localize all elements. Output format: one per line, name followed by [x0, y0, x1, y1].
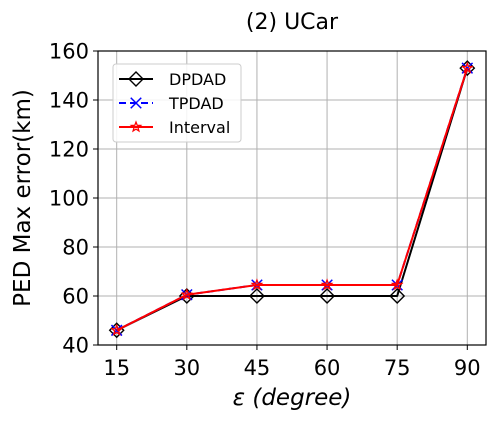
y-tick-label: 160: [49, 40, 89, 64]
x-tick-label: 15: [103, 356, 130, 380]
legend-label: TPDAD: [168, 94, 224, 113]
y-tick-label: 120: [49, 138, 89, 162]
x-axis-label-symbol: ε: [233, 385, 245, 411]
y-tick-label: 100: [49, 187, 89, 211]
y-tick-label: 40: [62, 334, 89, 358]
legend-label: Interval: [169, 118, 230, 137]
chart-title: (2) UCar: [246, 10, 339, 35]
legend-label: DPDAD: [169, 70, 226, 89]
y-tick-label: 60: [62, 285, 89, 309]
x-tick-label: 60: [314, 356, 341, 380]
x-tick-label: 90: [454, 356, 481, 380]
y-axis-label: PED Max error(km): [10, 89, 36, 307]
y-tick-label: 140: [49, 89, 89, 113]
x-axis-label: ε (degree): [233, 385, 352, 411]
legend: DPDAD TPDAD Interval: [113, 64, 241, 142]
x-tick-label: 30: [173, 356, 200, 380]
x-tick-label: 75: [384, 356, 411, 380]
x-axis-label-unit: (degree): [252, 385, 351, 411]
x-tick-label: 45: [244, 356, 271, 380]
y-tick-label: 80: [62, 236, 89, 260]
